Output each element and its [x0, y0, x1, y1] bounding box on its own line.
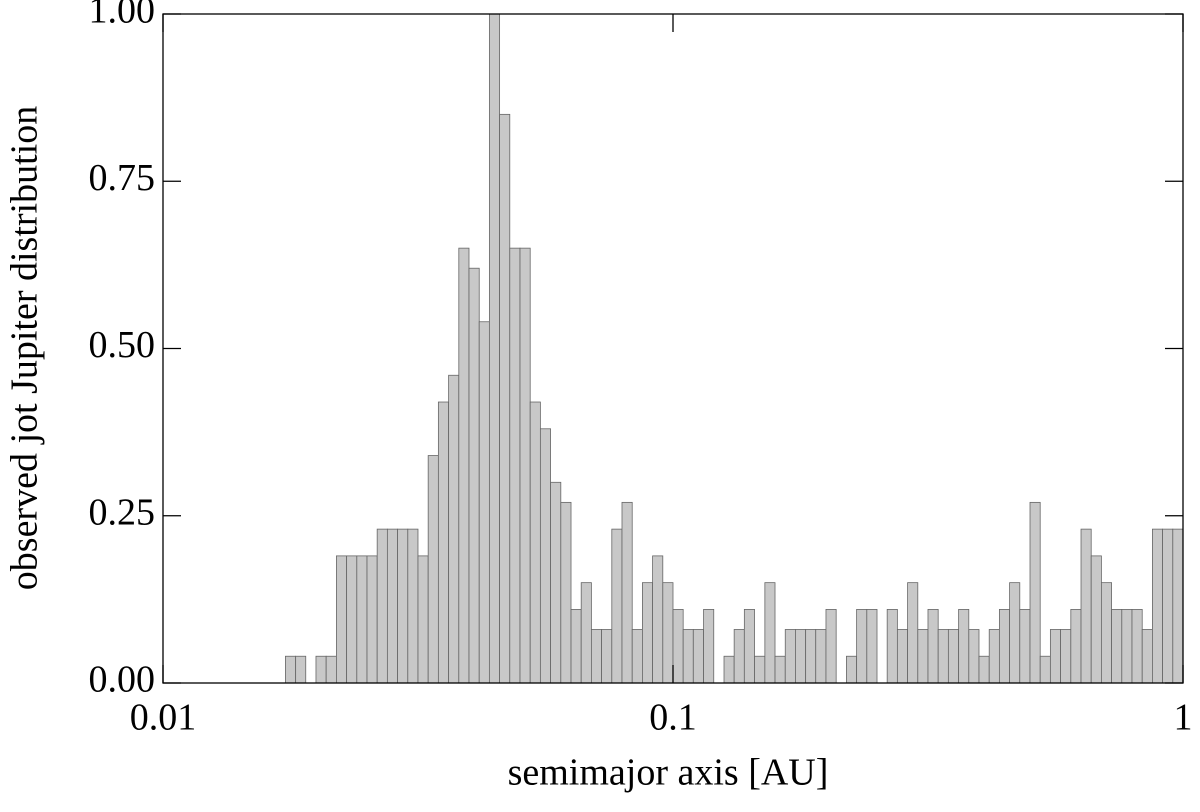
y-tick-label: 0.00: [89, 659, 156, 701]
y-tick-label: 0.75: [89, 157, 156, 199]
bar: [448, 374, 460, 684]
bar: [1080, 528, 1092, 684]
bar: [947, 629, 960, 684]
bar: [886, 609, 898, 684]
bar: [458, 247, 470, 684]
y-tick-label: 0.25: [89, 491, 156, 533]
bar: [1019, 609, 1031, 684]
bar: [539, 428, 551, 684]
y-axis-label: observed jot Jupiter distribution: [4, 106, 46, 590]
bar: [468, 267, 480, 684]
bar: [601, 629, 613, 684]
bar: [672, 609, 684, 684]
bar: [529, 401, 541, 684]
bar: [325, 655, 337, 684]
bar: [346, 555, 358, 684]
bar: [1070, 609, 1082, 684]
bar: [978, 655, 990, 684]
bar: [774, 655, 786, 684]
bar: [499, 113, 511, 684]
bar: [917, 629, 929, 684]
bar: [1162, 528, 1174, 684]
bar: [652, 555, 664, 684]
x-axis-label: semimajor axis [AU]: [508, 752, 829, 794]
bar: [1172, 528, 1184, 684]
y-tick-label: 1.00: [89, 0, 156, 32]
bar: [815, 629, 827, 684]
bar: [336, 555, 348, 684]
bar: [1121, 609, 1133, 684]
bar: [856, 609, 868, 684]
bar: [825, 609, 837, 684]
bar: [733, 629, 745, 684]
bar: [988, 629, 1000, 684]
bar: [866, 609, 878, 684]
bar: [397, 528, 409, 684]
bar: [723, 655, 735, 684]
bar: [662, 582, 674, 684]
bar: [1152, 528, 1163, 684]
bar: [478, 321, 490, 684]
bar: [1029, 501, 1041, 684]
bar: [1009, 582, 1021, 684]
y-tick-label: 0.50: [89, 324, 156, 366]
bar: [743, 609, 755, 684]
x-tick-label: 0.1: [649, 697, 697, 739]
bar: [407, 528, 419, 684]
bar: [315, 655, 327, 684]
bar: [1100, 582, 1112, 684]
bar: [631, 629, 643, 684]
bar: [968, 629, 980, 684]
bar: [846, 655, 858, 684]
bar: [417, 555, 429, 684]
bar: [1039, 655, 1051, 684]
bar: [366, 555, 378, 684]
bar: [1131, 609, 1143, 684]
bar: [795, 629, 807, 684]
bar: [805, 629, 817, 684]
bar: [1049, 629, 1061, 684]
x-tick-label: 0.01: [130, 697, 197, 739]
bar: [682, 629, 694, 684]
bar: [570, 609, 582, 684]
bar: [1141, 629, 1153, 684]
bar: [509, 247, 521, 684]
bar: [927, 609, 939, 684]
bar: [958, 609, 970, 684]
bar: [550, 481, 562, 684]
bar: [1111, 609, 1123, 684]
bar: [427, 455, 439, 684]
bar: [754, 655, 766, 684]
bar: [356, 555, 368, 684]
bar: [703, 609, 715, 684]
bar: [580, 582, 592, 684]
bar: [437, 401, 450, 684]
x-tick-label: 1: [1174, 697, 1193, 739]
bar: [386, 528, 398, 684]
bar: [907, 582, 919, 684]
bar: [611, 528, 623, 684]
bar: [1090, 555, 1102, 684]
bar: [560, 501, 572, 684]
bar: [998, 609, 1011, 684]
bar: [1060, 629, 1072, 684]
bar: [285, 655, 297, 684]
bar: [896, 629, 908, 684]
bar: [937, 629, 949, 684]
bar: [642, 582, 653, 684]
bar: [295, 655, 307, 684]
bar: [621, 501, 633, 684]
bar: [764, 582, 776, 684]
bar: [376, 528, 388, 684]
bar: [519, 247, 531, 684]
bar: [692, 629, 704, 684]
bar: [488, 13, 501, 684]
bar: [590, 629, 602, 684]
bar: [784, 629, 796, 684]
